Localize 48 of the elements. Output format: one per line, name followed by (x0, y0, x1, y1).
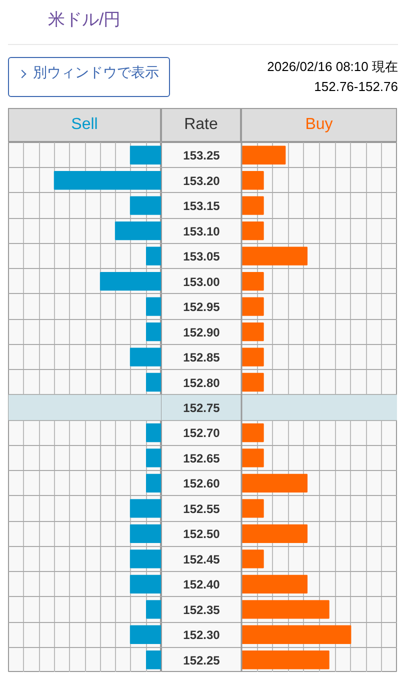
bar (241, 423, 264, 442)
y-tick-label: 152.45 (183, 552, 220, 566)
series-label: Buy (241, 108, 397, 142)
y-tick-label: 152.80 (183, 376, 220, 390)
y-tick-label: 153.10 (183, 224, 220, 238)
y-tick-label: 152.55 (183, 502, 220, 516)
bar (241, 146, 286, 164)
bar (241, 297, 264, 316)
y-tick-label: 153.00 (183, 274, 220, 289)
y-tick-label: 152.30 (183, 628, 220, 642)
button-outline: 別ウィンドウで表示 (8, 57, 170, 98)
chart-title: 米ドル/円 (8, 0, 398, 46)
y-tick-label: 152.90 (183, 325, 220, 340)
bar (241, 272, 264, 291)
bar (241, 196, 264, 215)
y-tick-label: 153.05 (183, 250, 220, 264)
y-tick-label: 152.95 (183, 300, 220, 314)
bar (241, 550, 264, 568)
y-tick-label: 152.35 (183, 602, 220, 617)
y-axis-title: Rate (161, 108, 241, 142)
bar (241, 222, 264, 240)
y-tick-label: 153.15 (183, 199, 220, 214)
text: Sell (8, 108, 161, 142)
bar (241, 600, 330, 619)
y-tick-label: 153.25 (183, 148, 220, 163)
bar (241, 322, 264, 342)
y-tick-label: 152.85 (183, 350, 220, 365)
bar (241, 372, 264, 392)
y-tick-label: 152.60 (183, 476, 220, 491)
y-tick-label: 152.40 (183, 578, 220, 592)
y-tick-label: 152.70 (183, 426, 220, 440)
y-tick-label: 152.65 (183, 451, 220, 466)
y-tick-label: 153.20 (183, 174, 220, 188)
bar (241, 650, 330, 670)
bar (241, 246, 308, 266)
y-tick-label: 152.25 (183, 653, 220, 668)
bar (241, 574, 308, 594)
bar (241, 524, 308, 544)
text: 152.76-152.76 (314, 79, 398, 94)
bar (241, 625, 352, 644)
text: 2026/02/16 08:10 現在 (267, 59, 398, 74)
bar (241, 448, 264, 468)
bar (241, 499, 264, 518)
bar (241, 474, 308, 493)
bar (241, 348, 264, 366)
y-tick-label: 152.50 (183, 527, 220, 542)
bar (241, 171, 264, 190)
y-tick-label: 152.75 (183, 401, 220, 415)
